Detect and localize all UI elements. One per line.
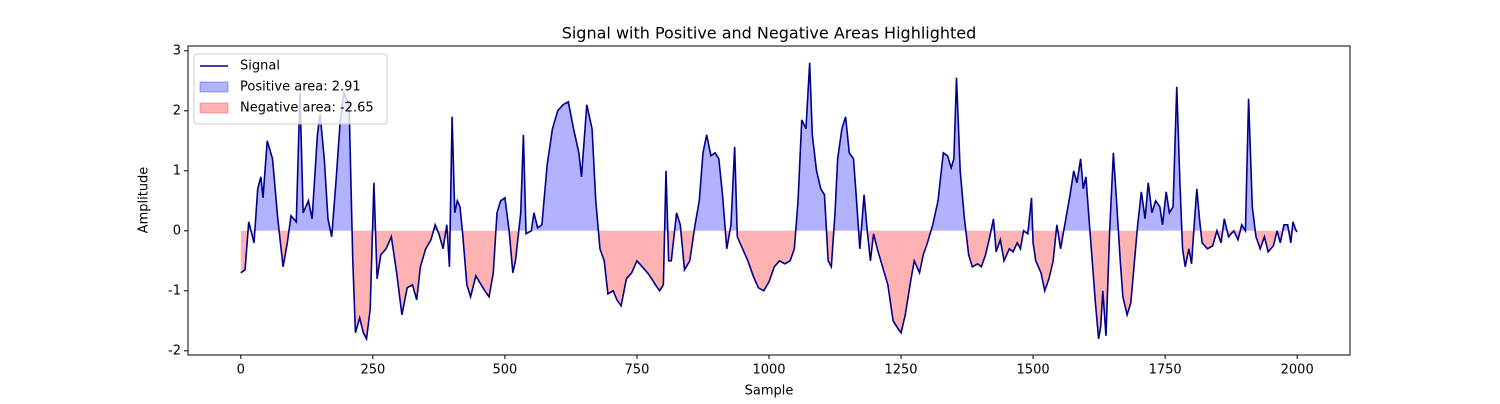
legend-swatch bbox=[199, 102, 229, 114]
y-tick-label: 2 bbox=[173, 103, 181, 118]
x-tick-label: 500 bbox=[492, 363, 517, 378]
y-tick-label: -1 bbox=[168, 283, 181, 298]
x-tick-label: 750 bbox=[625, 363, 650, 378]
x-axis-label: Sample bbox=[745, 384, 794, 399]
x-tick-label: 1000 bbox=[752, 363, 785, 378]
y-tick-label: -2 bbox=[168, 343, 181, 358]
x-tick-label: 250 bbox=[360, 363, 385, 378]
y-tick-label: 3 bbox=[173, 43, 181, 58]
legend-label: Positive area: 2.91 bbox=[240, 80, 361, 95]
chart-title: Signal with Positive and Negative Areas … bbox=[562, 24, 977, 43]
x-tick-label: 2000 bbox=[1281, 363, 1314, 378]
area-fill bbox=[240, 230, 1298, 339]
x-tick-label: 0 bbox=[237, 363, 245, 378]
legend-label: Negative area: -2.65 bbox=[240, 101, 374, 116]
legend-swatch bbox=[199, 81, 229, 93]
x-tick-label: 1250 bbox=[884, 363, 917, 378]
x-tick-label: 1500 bbox=[1017, 363, 1050, 378]
signal-line bbox=[240, 62, 1298, 342]
y-axis-label: Amplitude bbox=[137, 167, 152, 234]
legend-label: Signal bbox=[240, 59, 280, 74]
x-tick-label: 1750 bbox=[1149, 363, 1182, 378]
legend-box bbox=[193, 53, 388, 125]
y-tick-label: 0 bbox=[173, 223, 181, 238]
y-tick-label: 1 bbox=[173, 163, 181, 178]
